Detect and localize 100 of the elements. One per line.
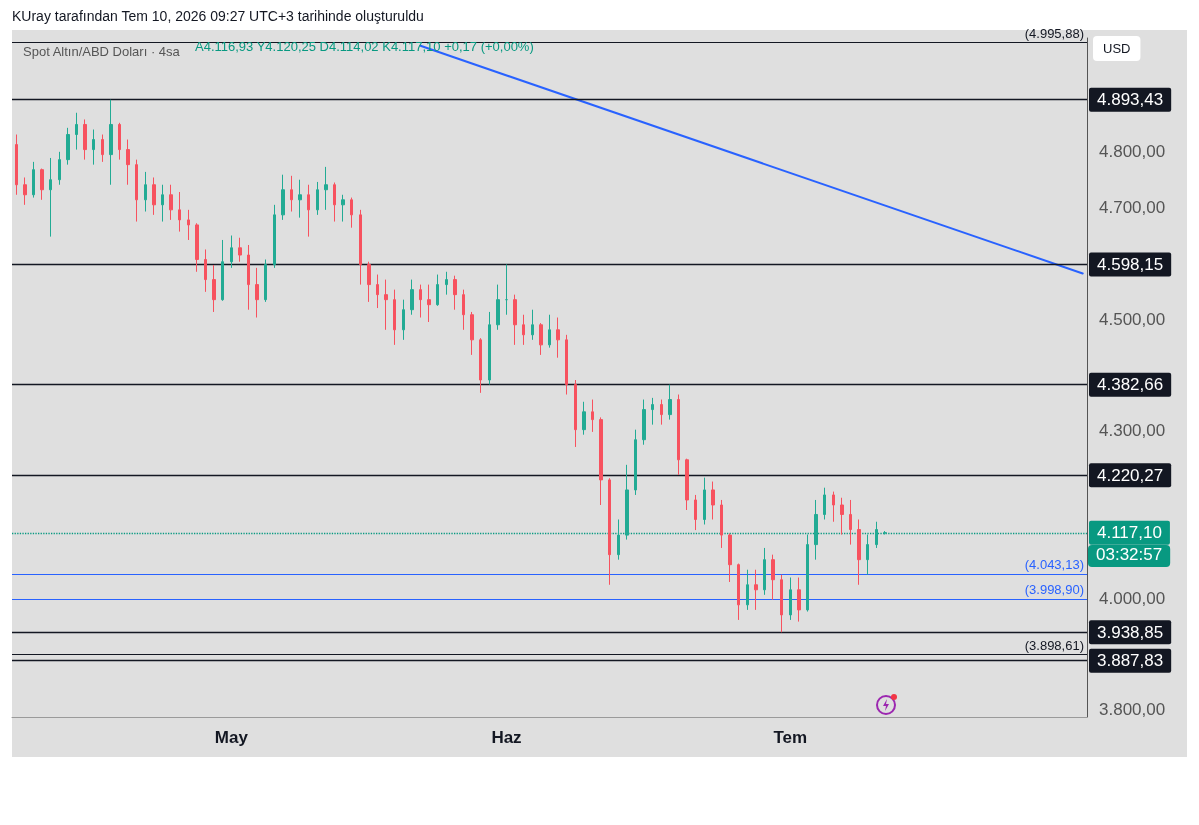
candlestick [746,569,749,611]
candlestick [402,299,405,341]
ref-line-label: 4.598,15 [1097,254,1164,274]
candlestick [15,134,18,196]
ref-line-label: (4.995,88) [1024,25,1084,41]
candlestick [668,384,672,421]
candlestick [453,275,457,311]
candlestick [221,239,224,302]
candlestick [806,534,809,613]
candlestick [513,294,517,346]
candlestick [832,491,835,523]
candlestick [118,122,121,161]
candlestick [273,204,276,269]
candlestick [135,159,138,223]
candlestick [92,129,95,166]
candlestick [393,289,396,346]
candlestick [548,314,551,349]
candlestick [823,487,826,520]
candlestick [212,264,216,313]
candlestick [522,314,525,346]
ref-line-label: 4.893,43 [1097,90,1164,110]
candlestick [642,399,646,446]
candlestick [539,322,543,356]
candlestick [427,284,431,323]
candlestick [384,279,388,331]
x-tick-label: Haz [491,728,522,747]
candlestick [591,399,594,433]
candlestick [255,267,259,319]
y-tick-label: 4.000,00 [1099,588,1166,608]
candlestick [281,174,285,221]
x-tick-label: Tem [773,728,808,747]
candlestick [230,235,233,269]
y-tick-label: 4.500,00 [1099,309,1166,329]
candlestick [703,477,706,526]
candlestick [169,184,173,221]
text: KUray tarafından Tem 10, 2026 09:27 UTC+3 tarihinde oluşturuldu [12,8,424,24]
candlestick [737,563,740,621]
candlestick [849,499,852,546]
candlestick [479,337,482,394]
candlestick [866,534,869,576]
candlestick [608,477,611,586]
candlestick [556,317,560,359]
candlestick [290,175,293,213]
ref-line-label: 3.887,83 [1097,651,1164,671]
candlestick [763,547,766,596]
candlestick [23,176,27,206]
candlestick [505,263,508,316]
candlestick [367,261,371,303]
candlestick [711,481,715,520]
y-tick-label: 4.300,00 [1099,421,1166,441]
candlestick [350,197,353,229]
candlestick [488,311,491,385]
candlestick [617,518,620,561]
candlestick [204,248,207,293]
text: Spot Altın/ABD Doları · 4sa [23,44,181,59]
candlestick [126,139,130,186]
candlestick [376,274,379,309]
candlestick [410,279,414,316]
candlestick [152,176,156,216]
candlestick [634,429,637,496]
candlestick [187,209,190,241]
candlestick [780,574,783,633]
candlestick [582,401,586,436]
candlestick [462,289,465,331]
candlestick [66,127,70,166]
candlestick [324,166,328,211]
candlestick [101,134,104,163]
candlestick [83,118,87,161]
ref-line-label: (4.043,13) [1024,557,1084,573]
candlestick [161,184,164,223]
candlestick [178,191,181,233]
candlestick [298,179,302,219]
y-tick-label: 3.800,00 [1099,700,1166,720]
ref-line-label: 4.220,27 [1097,465,1164,485]
candlestick [144,171,147,213]
candlestick [436,274,439,307]
candlestick [840,497,844,536]
candlestick [599,416,603,506]
candlestick [359,209,362,286]
text: 03:32:57 [1096,545,1163,564]
candlestick [814,499,818,561]
candlestick [565,334,568,396]
candlestick [470,311,474,356]
candlestick [574,379,577,448]
candlestick [40,168,44,201]
candlestick [333,182,336,223]
candlestick [307,184,310,238]
candlestick [857,518,861,586]
ref-line-label: 4.117,10 [1097,523,1162,543]
candlestick [883,530,887,536]
ref-line-label: (3.898,61) [1024,637,1084,653]
candlestick [789,577,792,621]
candlestick [238,237,242,263]
x-tick-label: May [214,728,249,747]
candlestick [694,494,697,531]
candlestick [109,99,113,186]
candlestick [247,244,250,311]
candlestick [685,458,689,511]
candlestick [754,569,758,611]
ref-line-label: (3.998,90) [1024,581,1084,597]
